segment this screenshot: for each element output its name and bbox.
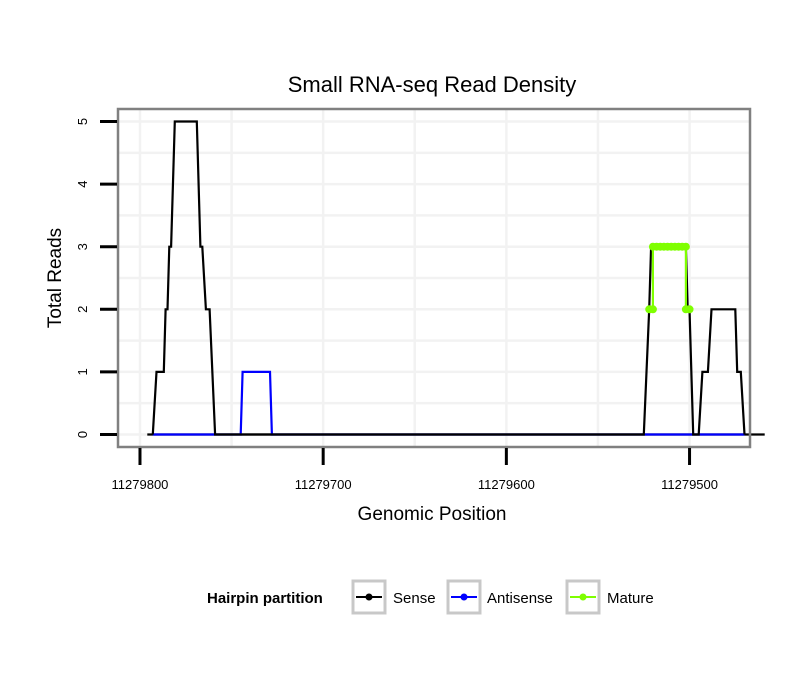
legend-swatch-dot-antisense xyxy=(460,593,468,601)
x-tick-label-11279700: 11279700 xyxy=(295,477,352,492)
legend-label-mature: Mature xyxy=(607,590,654,607)
y-tick-label-5: 5 xyxy=(75,118,90,125)
x-tick-label-11279800: 11279800 xyxy=(112,477,169,492)
legend-label-antisense: Antisense xyxy=(487,590,553,607)
y-tick-label-4: 4 xyxy=(75,180,90,187)
legend-swatch-dot-mature xyxy=(579,593,587,601)
mature-point-13 xyxy=(678,242,687,251)
mature-point-5 xyxy=(685,305,694,314)
plot-border xyxy=(116,107,752,449)
legend-swatch-dot-sense xyxy=(365,593,373,601)
legend-item-mature: Mature xyxy=(565,579,654,615)
legend-item-antisense: Antisense xyxy=(446,579,553,615)
y-tick-label-2: 2 xyxy=(75,306,90,313)
x-axis-label: Genomic Position xyxy=(358,504,507,525)
y-axis-label: Total Reads xyxy=(45,228,66,328)
y-tick-label-3: 3 xyxy=(75,243,90,250)
legend-item-sense: Sense xyxy=(351,579,436,615)
legend-label-sense: Sense xyxy=(393,590,436,607)
x-tick-label-11279500: 11279500 xyxy=(661,477,718,492)
series-line-sense xyxy=(151,120,746,436)
y-tick-label-0: 0 xyxy=(75,431,90,438)
x-tick-label-11279600: 11279600 xyxy=(478,477,535,492)
x-axis: 11279800 11279700 11279600 11279500 xyxy=(112,448,718,492)
y-axis: 0 1 2 3 4 5 xyxy=(75,118,117,438)
mature-point-1 xyxy=(648,305,657,314)
legend-title: Hairpin partition xyxy=(207,590,323,607)
y-tick-label-1: 1 xyxy=(75,368,90,375)
legend: Hairpin partition Sense Antisense Mature xyxy=(207,579,654,615)
data-series xyxy=(147,120,765,436)
chart-title: Small RNA-seq Read Density xyxy=(288,72,577,97)
